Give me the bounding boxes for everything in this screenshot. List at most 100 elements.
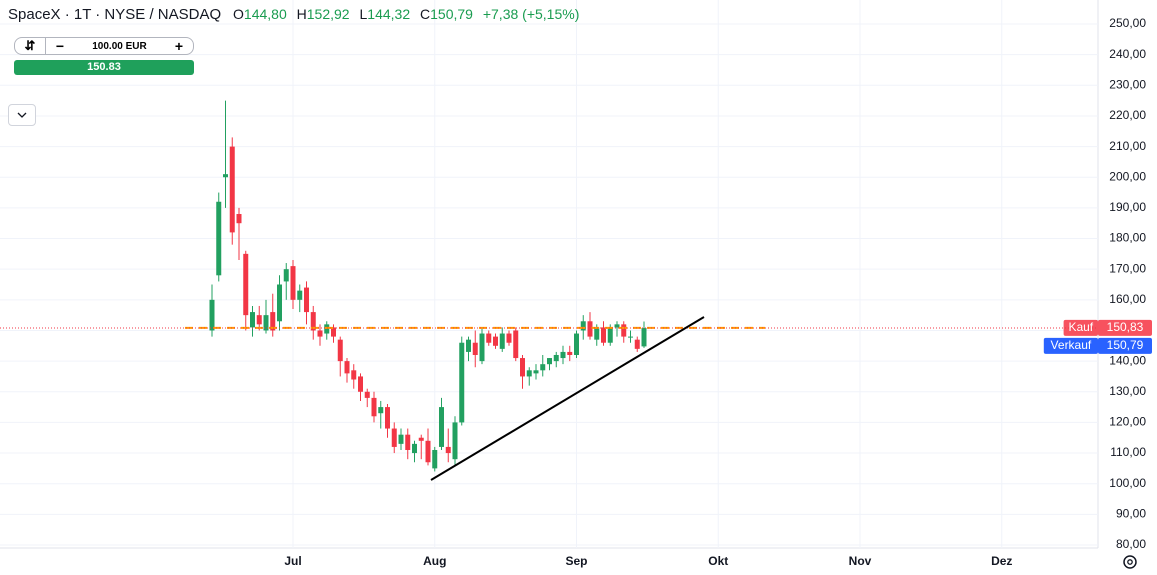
ohlc-value: 144,80 xyxy=(243,6,287,22)
candle-body xyxy=(385,407,390,429)
candle-body xyxy=(371,397,377,417)
candle-body xyxy=(594,327,600,340)
candle-body xyxy=(290,266,296,300)
y-tick-label: 130,00 xyxy=(1109,384,1146,398)
quantity[interactable]: 100.00 EUR xyxy=(92,40,147,52)
price-tag xyxy=(1043,337,1098,354)
y-tick-label: 160,00 xyxy=(1109,292,1146,306)
candle-body xyxy=(587,321,593,337)
candle-body xyxy=(304,287,309,313)
candle-body xyxy=(445,446,451,454)
candle-body xyxy=(229,146,235,233)
candle-body xyxy=(358,376,363,392)
candle-body xyxy=(621,324,627,337)
candle-body xyxy=(243,253,249,316)
change: +7,38 (+5,15%) xyxy=(482,6,580,22)
candle-body xyxy=(391,428,397,447)
ohlc-value: 144,32 xyxy=(367,6,411,22)
candle-body xyxy=(398,434,404,444)
candle-body xyxy=(641,328,647,347)
candle-body xyxy=(533,370,539,374)
ohlc-value: 152,92 xyxy=(306,6,350,22)
x-tick-label: Dez xyxy=(991,554,1012,568)
candle-body xyxy=(324,324,330,334)
candle-body xyxy=(263,315,269,331)
candle-body xyxy=(270,312,276,331)
y-tick-label: 220,00 xyxy=(1109,108,1146,122)
candle-body xyxy=(337,339,343,362)
candle-body xyxy=(277,284,282,322)
candle-body xyxy=(486,333,492,343)
price-tag-name: Verkauf xyxy=(1051,338,1092,352)
candle-body xyxy=(378,407,384,414)
candle-body xyxy=(574,333,579,355)
candle-body xyxy=(223,174,228,178)
candle-body xyxy=(331,327,336,337)
candle-body xyxy=(553,354,559,362)
candle-body xyxy=(439,407,444,447)
y-tick-label: 100,00 xyxy=(1109,476,1146,490)
plus-button[interactable]: + xyxy=(174,38,184,54)
price-tag-value: 150,83 xyxy=(1107,320,1144,334)
candle-body xyxy=(526,370,532,377)
candle-body xyxy=(405,434,411,450)
ohlc-label: L xyxy=(359,6,368,22)
candle-body xyxy=(283,269,289,282)
buy-button[interactable]: 150.83 xyxy=(14,60,194,75)
ohlc-label: H xyxy=(296,6,307,22)
candle-body xyxy=(479,333,485,362)
y-tick-label: 180,00 xyxy=(1109,231,1146,245)
candle-body xyxy=(493,336,498,346)
candle-body xyxy=(364,391,370,398)
price-tag xyxy=(1098,319,1152,336)
candle-body xyxy=(250,312,255,328)
candle-body xyxy=(614,324,620,328)
quantity-field: ⇵ − 100.00 EUR + xyxy=(14,37,194,55)
price-tag xyxy=(1098,337,1152,354)
y-tick-label: 80,00 xyxy=(1116,537,1146,551)
ohlc-label: C xyxy=(420,6,431,22)
x-tick-label: Jul xyxy=(284,554,301,568)
x-tick-label: Sep xyxy=(565,554,587,568)
settings-icon[interactable] xyxy=(1123,555,1137,569)
candle-body xyxy=(580,321,586,331)
candle-body xyxy=(236,214,242,224)
candle-body xyxy=(297,290,303,300)
candle-body xyxy=(513,330,519,359)
candle-body xyxy=(425,440,431,463)
y-tick-label: 230,00 xyxy=(1109,77,1146,91)
candle-body xyxy=(412,443,417,454)
candle-body xyxy=(209,299,215,331)
minus-button[interactable]: − xyxy=(55,38,65,54)
ohlc-value: 150,79 xyxy=(430,6,473,22)
candle-body xyxy=(351,370,357,380)
x-tick-label: Nov xyxy=(849,554,872,568)
y-tick-label: 190,00 xyxy=(1109,200,1146,214)
candle-body xyxy=(216,201,222,276)
y-tick-label: 120,00 xyxy=(1109,415,1146,429)
candle-body xyxy=(506,333,512,343)
y-tick-label: 170,00 xyxy=(1109,261,1146,275)
candle-body xyxy=(499,333,505,349)
candle-body xyxy=(634,339,640,349)
candle-body xyxy=(344,361,350,374)
price-tag-name: Kauf xyxy=(1068,320,1093,334)
trend-line xyxy=(430,316,705,481)
candle-body xyxy=(567,351,573,355)
y-tick-label: 240,00 xyxy=(1109,47,1146,61)
y-tick-label: 250,00 xyxy=(1109,16,1146,30)
candle-body xyxy=(418,437,424,441)
candle-body xyxy=(317,330,323,337)
ohlc-label: O xyxy=(233,6,244,22)
candle-body xyxy=(432,449,438,469)
x-tick-label: Aug xyxy=(423,554,446,568)
y-tick-label: 90,00 xyxy=(1116,507,1146,521)
swap-button[interactable]: ⇵ xyxy=(15,38,46,54)
candle-body xyxy=(540,364,546,371)
dropdown-button[interactable] xyxy=(8,104,36,126)
y-tick-label: 210,00 xyxy=(1109,139,1146,153)
candle-body xyxy=(472,342,478,355)
candle-body xyxy=(560,351,566,359)
candle-body xyxy=(466,339,471,352)
